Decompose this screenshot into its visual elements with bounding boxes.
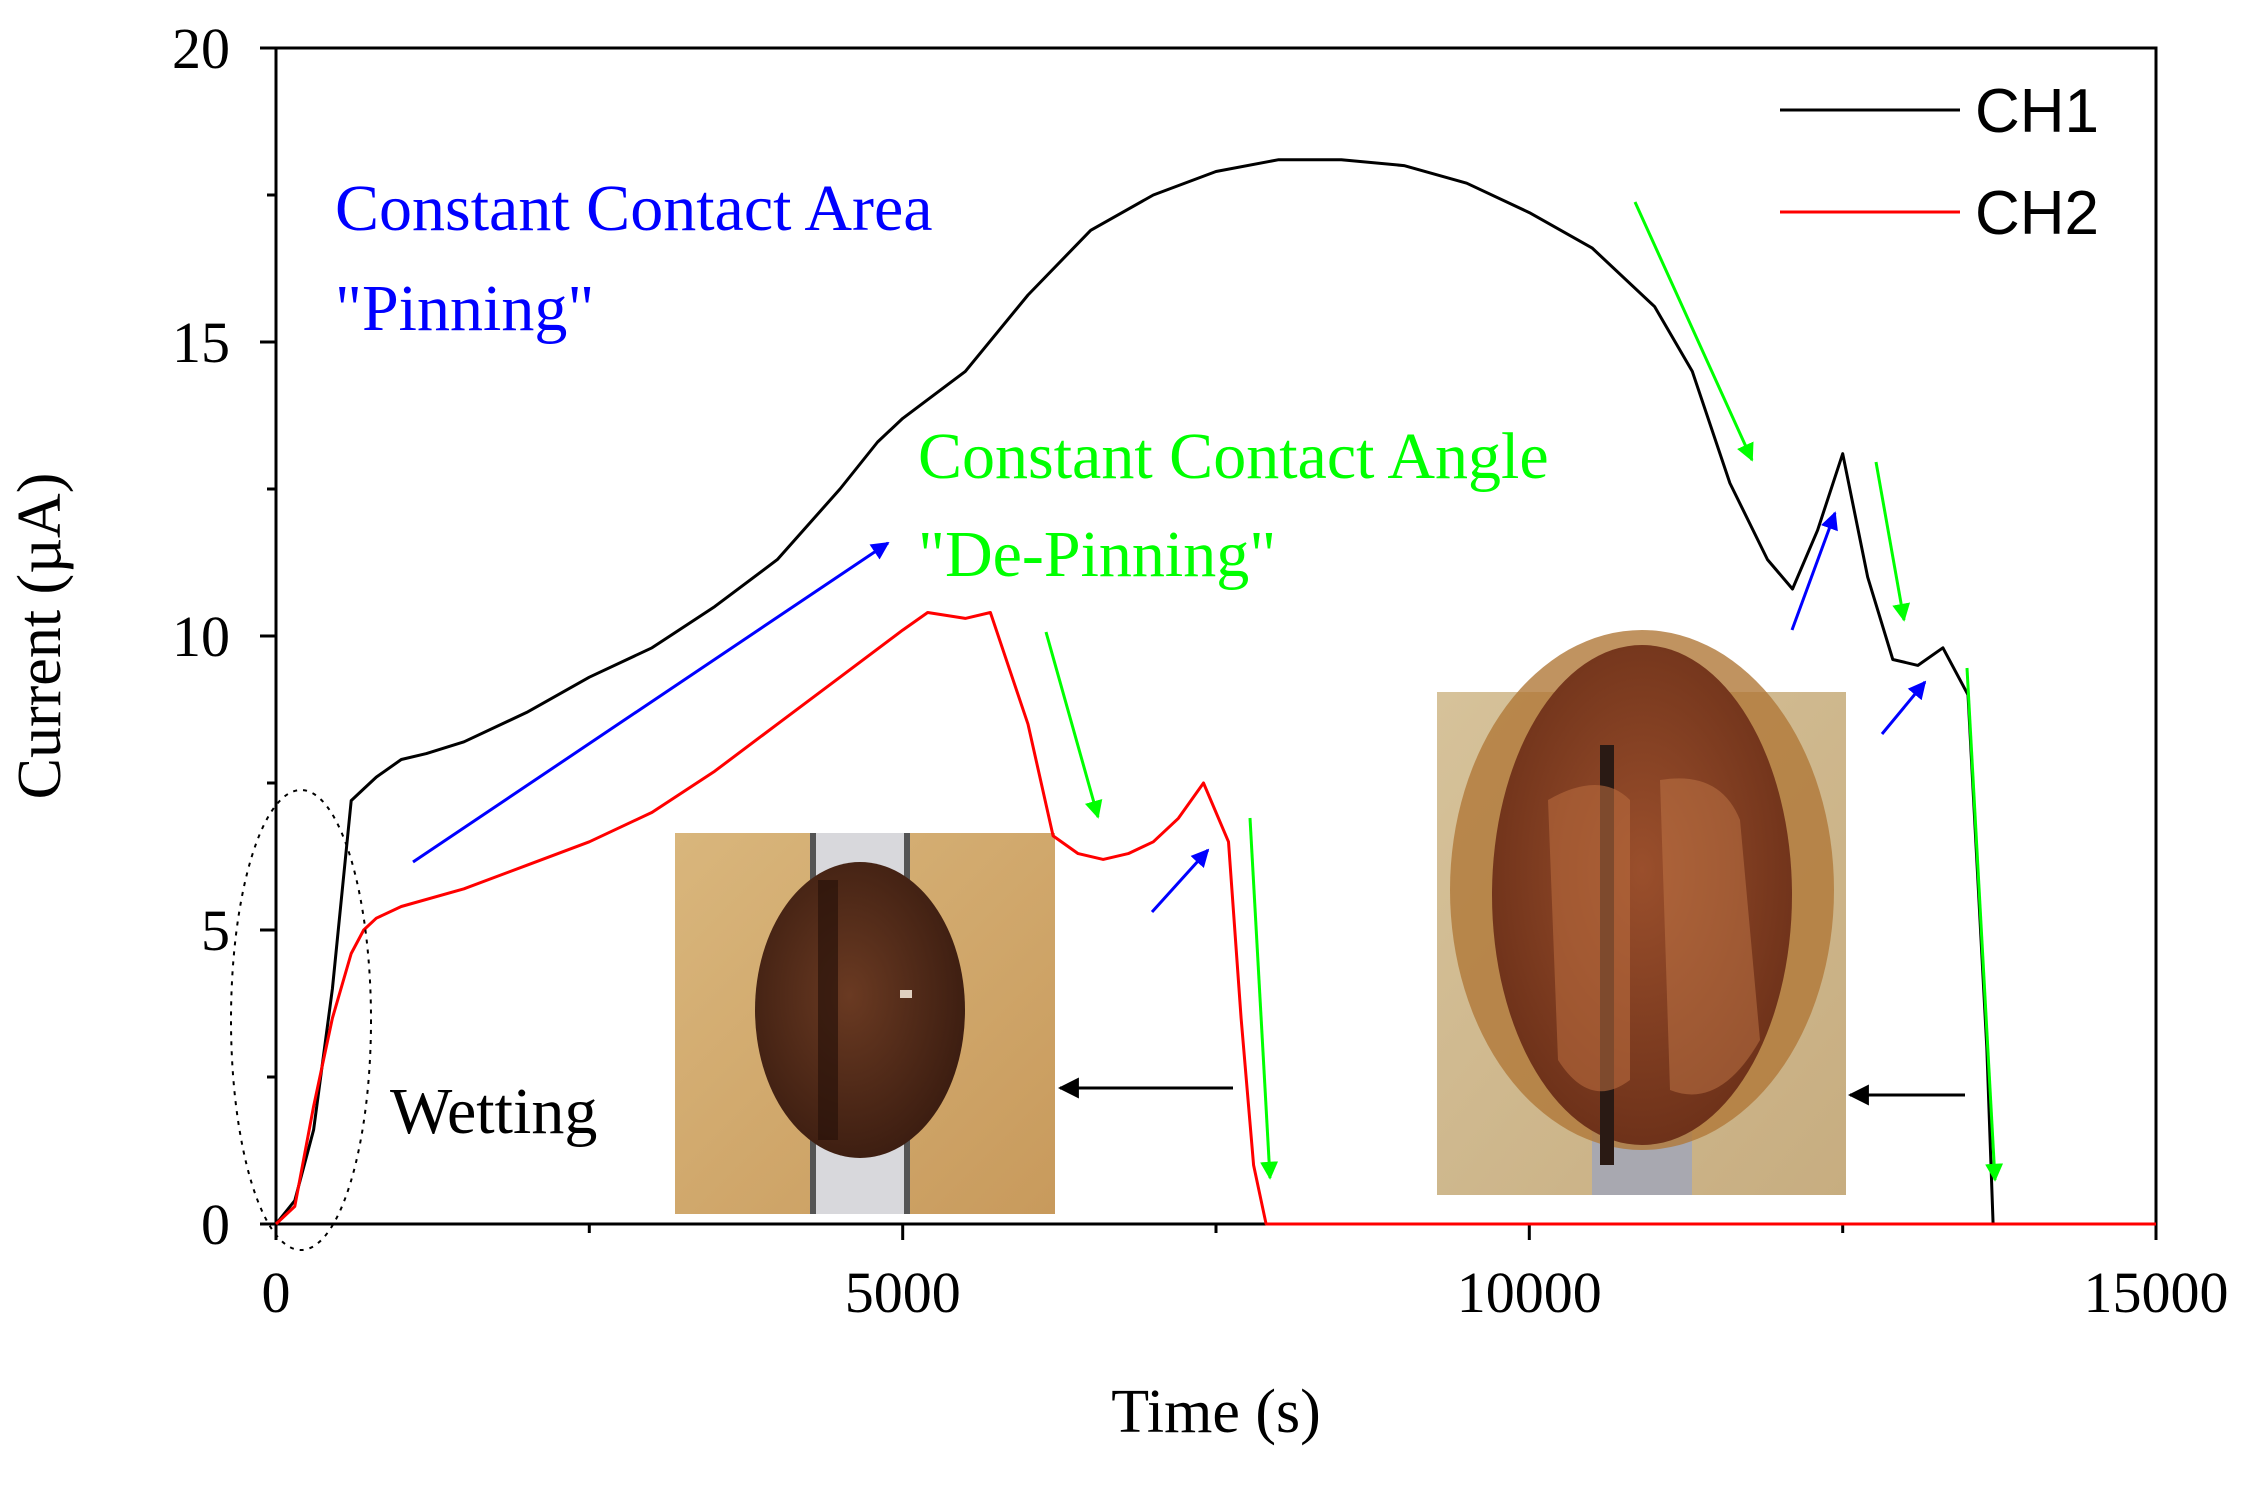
x-axis-title: Time (s) [1111,1378,1321,1446]
y-tick-label: 15 [172,310,230,375]
blue-arrow [1880,680,1927,735]
annotation-wetting: Wetting [390,1075,597,1148]
annotation-constant-area: Constant Contact Area [335,172,933,245]
y-tick-labels: 0 5 10 15 20 [172,16,230,1257]
x-tick-label: 0 [262,1260,291,1325]
x-tick-label: 5000 [845,1260,961,1325]
series-line-ch1 [274,158,2156,1226]
blue-arrow [412,541,890,864]
y-tick-label: 0 [201,1192,230,1257]
green-arrow [1874,461,1911,622]
y-tick-label: 10 [172,604,230,669]
annotation-arrows [412,201,2004,1182]
green-arrow [1633,201,1754,462]
green-arrow [1248,817,1279,1180]
y-tick-label: 20 [172,16,230,81]
green-arrow [1044,631,1103,819]
x-tick-label: 15000 [2084,1260,2229,1325]
legend: CH1 CH2 [1780,77,2099,248]
annotation-constant-angle: Constant Contact Angle [918,420,1549,493]
legend-label-ch2: CH2 [1975,179,2099,248]
wetting-highlight [230,789,372,1251]
blue-arrow [1150,848,1210,914]
green-arrow [1965,667,2004,1182]
legend-label-ch1: CH1 [1975,77,2099,146]
blue-arrow [1790,511,1838,631]
series-layer [274,158,2156,1226]
y-axis-title: Current (µA) [6,473,74,800]
x-tick-label: 10000 [1457,1260,1602,1325]
annotation-pinning: "Pinning" [335,272,594,345]
y-tick-label: 5 [201,898,230,963]
tick-marks [260,46,2158,1240]
droplet-photo-2 [1437,630,1846,1195]
series-line-ch2 [274,611,2156,1226]
droplet-photo-1 [675,833,1055,1214]
annotation-de-pinning: "De-Pinning" [918,518,1276,591]
x-tick-labels: 0 5000 10000 15000 [262,1260,2229,1325]
